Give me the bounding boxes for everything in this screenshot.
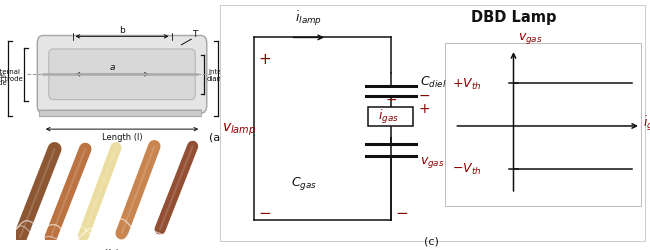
Text: $C_{diel}$: $C_{diel}$ bbox=[421, 75, 447, 90]
Bar bbox=[39, 111, 202, 117]
Text: (b): (b) bbox=[104, 248, 120, 250]
FancyBboxPatch shape bbox=[37, 36, 207, 114]
Text: a: a bbox=[109, 63, 115, 72]
Text: $\dot{\imath}_{gas}$: $\dot{\imath}_{gas}$ bbox=[643, 114, 650, 133]
Text: $-$: $-$ bbox=[385, 92, 396, 106]
Text: Internal
diameter: Internal diameter bbox=[206, 68, 238, 82]
Text: $+V_{th}$: $+V_{th}$ bbox=[452, 76, 482, 91]
Text: $C_{gas}$: $C_{gas}$ bbox=[291, 174, 317, 191]
Text: $i_{gas}$: $i_{gas}$ bbox=[378, 108, 398, 126]
Text: T: T bbox=[192, 30, 198, 38]
Text: DBD Lamp: DBD Lamp bbox=[471, 10, 556, 25]
Text: $+$: $+$ bbox=[258, 51, 271, 66]
Text: $\dot{\imath}_{lamp}$: $\dot{\imath}_{lamp}$ bbox=[295, 10, 322, 28]
Text: $v_{gas}$: $v_{gas}$ bbox=[421, 154, 445, 169]
Text: $v_{lamp}$: $v_{lamp}$ bbox=[222, 121, 256, 138]
FancyBboxPatch shape bbox=[49, 50, 195, 100]
Text: $+$: $+$ bbox=[418, 102, 430, 116]
Text: External
electrode: External electrode bbox=[0, 73, 7, 86]
Bar bbox=[445, 44, 641, 206]
Text: $-$: $-$ bbox=[258, 203, 271, 218]
Text: $-$: $-$ bbox=[395, 203, 408, 218]
Text: b: b bbox=[119, 26, 125, 35]
Text: External
diameter: External diameter bbox=[220, 73, 252, 86]
Text: Length (l): Length (l) bbox=[101, 133, 142, 142]
Bar bbox=[368, 107, 413, 126]
Text: (a): (a) bbox=[209, 132, 225, 142]
Text: (c): (c) bbox=[424, 236, 439, 246]
Text: $-$: $-$ bbox=[418, 87, 430, 101]
Text: $-V_{th}$: $-V_{th}$ bbox=[452, 162, 482, 177]
Text: Internal
electrode: Internal electrode bbox=[0, 69, 23, 82]
FancyBboxPatch shape bbox=[220, 6, 645, 241]
Text: $v_{gas}$: $v_{gas}$ bbox=[518, 31, 543, 46]
